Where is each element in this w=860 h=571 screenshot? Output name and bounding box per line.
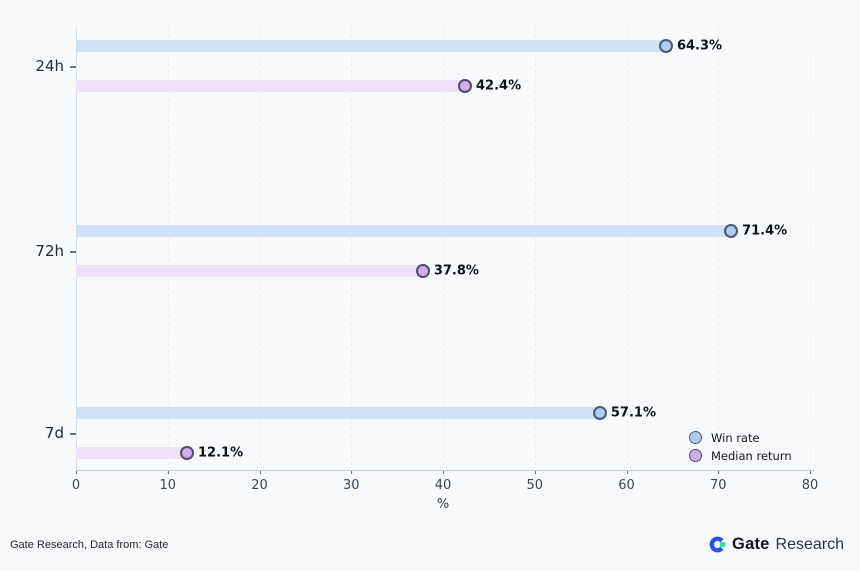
data-marker-win-rate (658, 39, 673, 53)
x-axis-title: % (436, 497, 450, 512)
gridline (810, 28, 811, 470)
x-axis-tick (76, 470, 77, 474)
data-value-label: 71.4% (742, 223, 788, 239)
data-bar-win-rate (76, 40, 666, 52)
brand-suffix: Research (775, 535, 844, 553)
y-axis-tick (70, 433, 76, 435)
source-attribution: Gate Research, Data from: Gate (10, 539, 169, 551)
x-axis-tick-label: 80 (801, 478, 819, 493)
y-axis-tick (70, 251, 76, 253)
x-axis-tick (534, 470, 536, 474)
data-marker-median-return (180, 446, 195, 460)
x-axis-tick-label: 20 (251, 478, 268, 493)
gridline (626, 28, 628, 470)
data-marker-win-rate (724, 224, 739, 238)
data-value-label: 57.1% (610, 405, 656, 421)
data-value-label: 64.3% (676, 38, 723, 54)
brand-lockup: Gate Research (708, 535, 844, 554)
legend-marker-icon (689, 449, 702, 462)
data-marker-median-return (458, 79, 473, 93)
data-bar-win-rate (76, 407, 600, 419)
x-axis-tick (167, 470, 169, 474)
x-axis-tick (443, 470, 444, 474)
gate-logo-icon (708, 535, 727, 554)
data-value-label: 42.4% (476, 78, 522, 94)
x-axis-tick (351, 470, 353, 474)
x-axis-tick-label: 10 (159, 478, 177, 493)
x-axis-line (76, 470, 814, 471)
data-bar-median-return (76, 80, 466, 92)
gridline (534, 28, 536, 470)
y-axis-tick (70, 66, 76, 68)
data-marker-win-rate (592, 406, 607, 420)
brand-name: Gate (732, 535, 770, 553)
x-axis-tick-label: 30 (342, 478, 360, 493)
x-axis-tick (626, 470, 628, 474)
x-axis-tick-label: 60 (618, 478, 635, 493)
y-axis-tick-label: 72h (35, 242, 64, 260)
x-axis-tick (259, 470, 261, 474)
gridline (443, 28, 444, 470)
gridline (351, 28, 353, 470)
x-axis-tick-label: 50 (526, 478, 544, 493)
legend-marker-icon (689, 431, 702, 444)
legend-item: Median return (689, 448, 792, 463)
data-value-label: 37.8% (433, 263, 479, 279)
data-bar-median-return (76, 265, 423, 277)
y-axis-spine (76, 28, 77, 470)
x-axis-tick (718, 470, 720, 474)
legend-label: Median return (711, 448, 792, 463)
legend-item: Win rate (689, 430, 792, 445)
legend-label: Win rate (711, 430, 760, 445)
gridline (259, 28, 261, 470)
x-axis-tick-label: 40 (434, 478, 452, 493)
x-axis-tick-label: 0 (71, 478, 81, 493)
x-axis-tick (810, 470, 811, 474)
data-bar-win-rate (76, 225, 732, 237)
gridline (167, 28, 169, 470)
data-marker-median-return (415, 264, 430, 278)
data-value-label: 12.1% (198, 445, 244, 461)
legend: Win rate Median return (689, 430, 792, 463)
x-axis-tick-label: 70 (709, 478, 727, 493)
gridline (718, 28, 720, 470)
y-axis-tick-label: 7d (44, 424, 64, 442)
y-axis-tick-label: 24h (35, 57, 64, 75)
data-bar-median-return (76, 447, 188, 459)
